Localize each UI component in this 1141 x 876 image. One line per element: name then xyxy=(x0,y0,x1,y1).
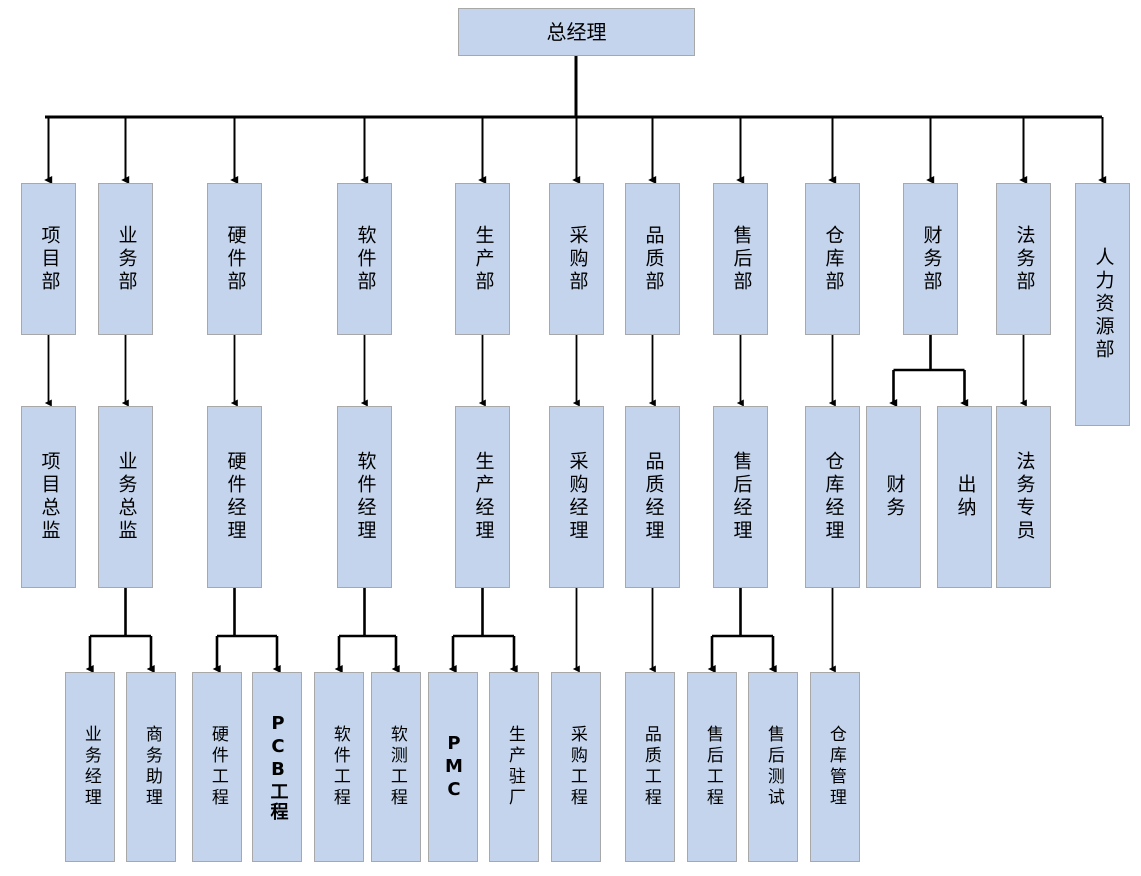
staff-cashier-label: 出纳 xyxy=(954,474,977,520)
dept-project[interactable]: 项目部 xyxy=(21,183,76,335)
job-quality-eng[interactable]: 品质工程 xyxy=(625,672,675,862)
dept-purchase-label: 采购部 xyxy=(566,224,589,294)
job-pmc[interactable]: PMC xyxy=(428,672,478,862)
job-pcb-eng-label: PCB工程 xyxy=(267,712,289,822)
dept-hr[interactable]: 人力资源部 xyxy=(1075,183,1130,426)
mgr-hardware[interactable]: 硬件经理 xyxy=(207,406,262,588)
gm-label: 总经理 xyxy=(546,19,607,44)
dept-finance-label: 财务部 xyxy=(920,224,943,294)
mgr-project-label: 项目总监 xyxy=(38,451,61,543)
job-sales-asst-label: 商务助理 xyxy=(141,725,162,809)
mgr-quality-label: 品质经理 xyxy=(642,451,665,543)
mgr-warehouse[interactable]: 仓库经理 xyxy=(805,406,860,588)
dept-warehouse[interactable]: 仓库部 xyxy=(805,183,860,335)
mgr-purchase[interactable]: 采购经理 xyxy=(549,406,604,588)
mgr-production-label: 生产经理 xyxy=(472,451,495,543)
mgr-production[interactable]: 生产经理 xyxy=(455,406,510,588)
job-sales-mgr-label: 业务经理 xyxy=(80,725,101,809)
job-service-test-label: 售后测试 xyxy=(763,725,784,809)
job-sw-eng[interactable]: 软件工程 xyxy=(314,672,364,862)
job-pmc-label: PMC xyxy=(443,732,465,802)
job-warehouse-mgmt-label: 仓库管理 xyxy=(825,725,846,809)
job-pcb-eng[interactable]: PCB工程 xyxy=(252,672,302,862)
mgr-sales[interactable]: 业务总监 xyxy=(98,406,153,588)
dept-software[interactable]: 软件部 xyxy=(337,183,392,335)
mgr-warehouse-label: 仓库经理 xyxy=(822,451,845,543)
dept-sales-label: 业务部 xyxy=(115,224,138,294)
job-sw-test-eng[interactable]: 软测工程 xyxy=(371,672,421,862)
dept-purchase[interactable]: 采购部 xyxy=(549,183,604,335)
dept-service-label: 售后部 xyxy=(730,224,753,294)
dept-legal-label: 法务部 xyxy=(1013,224,1036,294)
dept-sales[interactable]: 业务部 xyxy=(98,183,153,335)
job-sales-mgr[interactable]: 业务经理 xyxy=(65,672,115,862)
dept-warehouse-label: 仓库部 xyxy=(822,224,845,294)
job-service-test[interactable]: 售后测试 xyxy=(748,672,798,862)
mgr-project[interactable]: 项目总监 xyxy=(21,406,76,588)
mgr-software[interactable]: 软件经理 xyxy=(337,406,392,588)
mgr-hardware-label: 硬件经理 xyxy=(224,451,247,543)
job-sw-test-eng-label: 软测工程 xyxy=(386,725,407,809)
dept-production[interactable]: 生产部 xyxy=(455,183,510,335)
dept-hr-label: 人力资源部 xyxy=(1092,247,1115,362)
dept-legal[interactable]: 法务部 xyxy=(996,183,1051,335)
job-purchase-eng[interactable]: 采购工程 xyxy=(551,672,601,862)
job-warehouse-mgmt[interactable]: 仓库管理 xyxy=(810,672,860,862)
dept-service[interactable]: 售后部 xyxy=(713,183,768,335)
job-purchase-eng-label: 采购工程 xyxy=(566,725,587,809)
mgr-software-label: 软件经理 xyxy=(354,451,377,543)
job-quality-eng-label: 品质工程 xyxy=(640,725,661,809)
job-hw-eng[interactable]: 硬件工程 xyxy=(192,672,242,862)
dept-finance[interactable]: 财务部 xyxy=(903,183,958,335)
job-service-eng-label: 售后工程 xyxy=(702,725,723,809)
mgr-service[interactable]: 售后经理 xyxy=(713,406,768,588)
mgr-quality[interactable]: 品质经理 xyxy=(625,406,680,588)
job-prod-site-label: 生产驻厂 xyxy=(504,725,525,809)
dept-hardware[interactable]: 硬件部 xyxy=(207,183,262,335)
dept-project-label: 项目部 xyxy=(38,224,61,294)
mgr-purchase-label: 采购经理 xyxy=(566,451,589,543)
staff-finance-label: 财务 xyxy=(883,474,906,520)
staff-legal-label: 法务专员 xyxy=(1013,451,1036,543)
mgr-sales-label: 业务总监 xyxy=(115,451,138,543)
staff-finance[interactable]: 财务 xyxy=(866,406,921,588)
dept-hardware-label: 硬件部 xyxy=(224,224,247,294)
staff-cashier[interactable]: 出纳 xyxy=(937,406,992,588)
job-sw-eng-label: 软件工程 xyxy=(329,725,350,809)
dept-production-label: 生产部 xyxy=(472,224,495,294)
mgr-service-label: 售后经理 xyxy=(730,451,753,543)
gm[interactable]: 总经理 xyxy=(458,8,695,56)
job-sales-asst[interactable]: 商务助理 xyxy=(126,672,176,862)
job-hw-eng-label: 硬件工程 xyxy=(207,725,228,809)
job-service-eng[interactable]: 售后工程 xyxy=(687,672,737,862)
job-prod-site[interactable]: 生产驻厂 xyxy=(489,672,539,862)
staff-legal[interactable]: 法务专员 xyxy=(996,406,1051,588)
dept-quality[interactable]: 品质部 xyxy=(625,183,680,335)
dept-software-label: 软件部 xyxy=(354,224,377,294)
dept-quality-label: 品质部 xyxy=(642,224,665,294)
